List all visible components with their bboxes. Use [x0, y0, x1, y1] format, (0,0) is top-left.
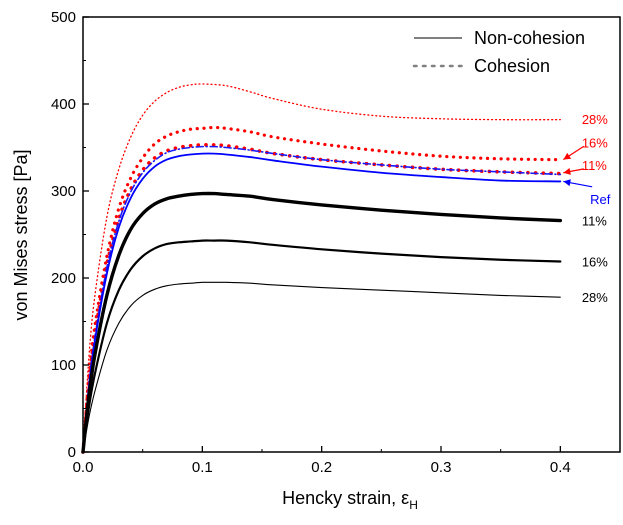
legend: Non-cohesion Cohesion — [412, 28, 585, 76]
y-tick-label: 500 — [51, 9, 76, 26]
series-line-cohesion-11pct — [81, 142, 563, 454]
annotation-arrow-head — [563, 179, 571, 187]
series-line-non-cohesion-ref — [82, 152, 562, 453]
legend-label-non-cohesion: Non-cohesion — [474, 28, 585, 48]
series-line-non-cohesion-16pct — [81, 239, 562, 454]
x-tick-label: 0.1 — [192, 459, 213, 476]
y-axis-title: von Mises stress [Pa] — [11, 149, 31, 320]
series-end-label: Ref — [590, 192, 611, 207]
plot-frame — [82, 16, 621, 453]
x-axis-title-subscript: H — [409, 498, 418, 512]
series-end-label: 28% — [582, 112, 608, 127]
x-axis-title-main: Hencky strain, ε — [282, 488, 409, 508]
y-tick-label: 400 — [51, 96, 76, 113]
series-line-cohesion-ref — [82, 145, 562, 453]
series-line-non-cohesion-28pct — [82, 281, 561, 453]
y-tick-label: 0 — [68, 444, 76, 461]
series-layer — [81, 83, 563, 454]
axes-layer: 0.0 0.1 0.2 0.3 0.4 0 100 200 300 400 500 — [51, 9, 621, 476]
x-axis-title: Hencky strain, εH — [282, 488, 418, 512]
series-line-non-cohesion-11pct — [81, 191, 563, 454]
annotation-arrow-head — [563, 152, 572, 160]
legend-label-cohesion: Cohesion — [474, 56, 550, 76]
series-end-label: 11% — [582, 214, 607, 229]
series-end-label: 16% — [582, 254, 608, 269]
series-end-label: 16% — [582, 135, 608, 150]
x-tick-label: 0.4 — [550, 459, 571, 476]
x-tick-label: 0.0 — [73, 459, 94, 476]
y-tick-label: 200 — [51, 270, 76, 287]
x-tick-label: 0.2 — [311, 459, 332, 476]
series-line-cohesion-16pct — [81, 125, 562, 454]
annotation-layer: 28% 16% 11% Ref 11% 16% 28% — [563, 112, 611, 305]
series-end-label: 28% — [582, 290, 608, 305]
x-tick-label: 0.3 — [431, 459, 452, 476]
y-tick-label: 100 — [51, 357, 76, 374]
series-line-cohesion-28pct — [82, 83, 561, 453]
series-end-label: 11% — [582, 158, 607, 173]
annotation-arrow-head — [563, 168, 571, 175]
y-tick-label: 300 — [51, 183, 76, 200]
